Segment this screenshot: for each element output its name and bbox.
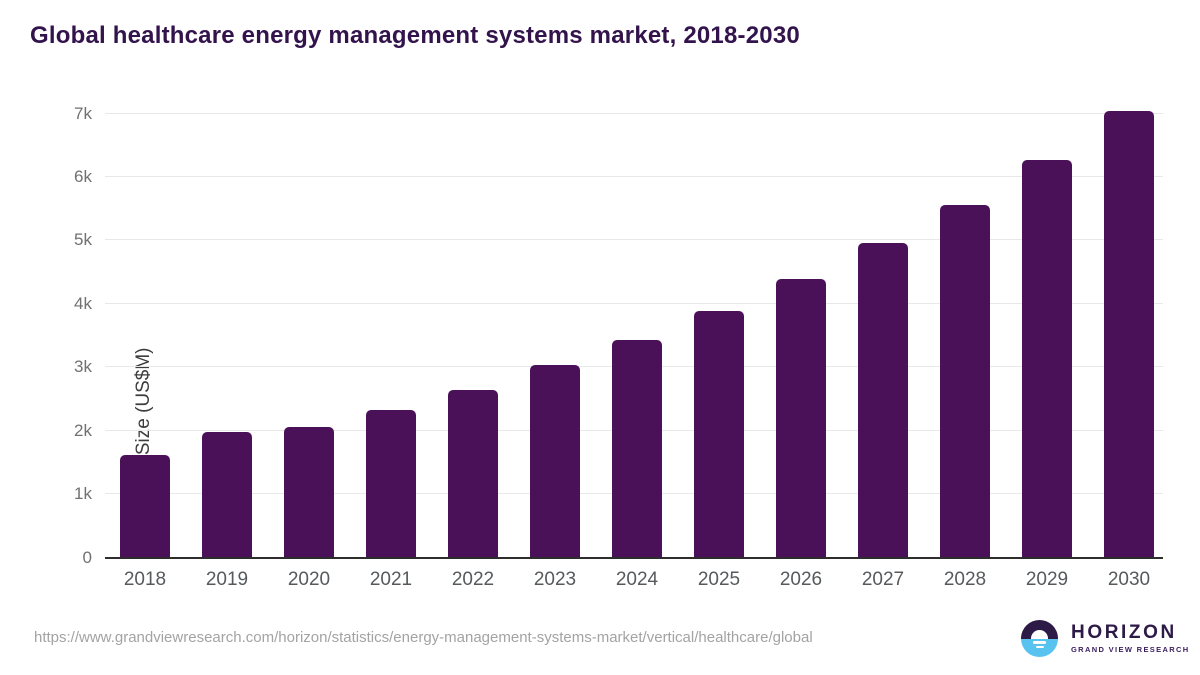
bar-2029[interactable] [1022,159,1072,557]
chart-title: Global healthcare energy management syst… [30,22,800,49]
logo-sea-half [1021,639,1058,657]
gridline-7k [105,112,1163,114]
x-tick-label-2028: 2028 [943,569,987,590]
bar-2018[interactable] [120,454,170,557]
y-tick-label-2k: 2k [74,420,92,440]
y-tick-label-1k: 1k [74,484,92,504]
bar-2019[interactable] [202,432,252,557]
bar-2026[interactable] [776,278,826,557]
logo-brand-subtitle: GRAND VIEW RESEARCH [1071,645,1190,654]
y-tick-label-4k: 4k [74,293,92,313]
bar-2025[interactable] [694,310,744,557]
plot-area: Market Size (US$M) 0 1k 2k 3k 4k 5k 6k 7k 2018 20… [74,104,1163,590]
source-url: https://www.grandviewresearch.com/horizo… [34,629,813,646]
x-tick-label-2020: 2020 [287,569,331,590]
bar-2028[interactable] [940,204,990,557]
x-tick-label-2025: 2025 [697,569,741,590]
logo-reflection-line [1033,641,1046,644]
x-tick-label-2018: 2018 [123,569,167,590]
x-tick-label-2029: 2029 [1025,569,1069,590]
logo-sky-half [1021,620,1058,639]
x-tick-label-2019: 2019 [205,569,249,590]
y-tick-label-0: 0 [82,547,92,567]
y-tick-label-7k: 7k [74,103,92,123]
horizon-logo[interactable]: HORIZON GRAND VIEW RESEARCH [1021,620,1190,657]
y-tick-label-6k: 6k [74,166,92,186]
y-tick-label-5k: 5k [74,230,92,250]
x-tick-label-2030: 2030 [1107,569,1151,590]
x-tick-label-2022: 2022 [451,569,495,590]
gridline-5k [105,239,1163,241]
bar-2027[interactable] [858,242,908,557]
logo-reflection-line [1035,646,1044,648]
gridline-4k [105,302,1163,304]
gridline-6k [105,175,1163,177]
logo-brand-name: HORIZON [1071,622,1177,643]
bar-2023[interactable] [530,365,580,557]
horizon-sunrise-logo-icon [1021,620,1058,657]
bar-2021[interactable] [366,410,416,557]
bar-2020[interactable] [284,426,334,557]
bar-2030[interactable] [1104,110,1154,557]
x-tick-label-2021: 2021 [369,569,413,590]
logo-sun-shape [1031,630,1048,639]
x-tick-label-2026: 2026 [779,569,823,590]
bar-2022[interactable] [448,390,498,557]
x-tick-label-2024: 2024 [615,569,659,590]
logo-text: HORIZON GRAND VIEW RESEARCH [1071,622,1190,655]
x-tick-label-2027: 2027 [861,569,905,590]
bar-2024[interactable] [612,340,662,557]
y-tick-label-3k: 3k [74,357,92,377]
x-tick-label-2023: 2023 [533,569,577,590]
